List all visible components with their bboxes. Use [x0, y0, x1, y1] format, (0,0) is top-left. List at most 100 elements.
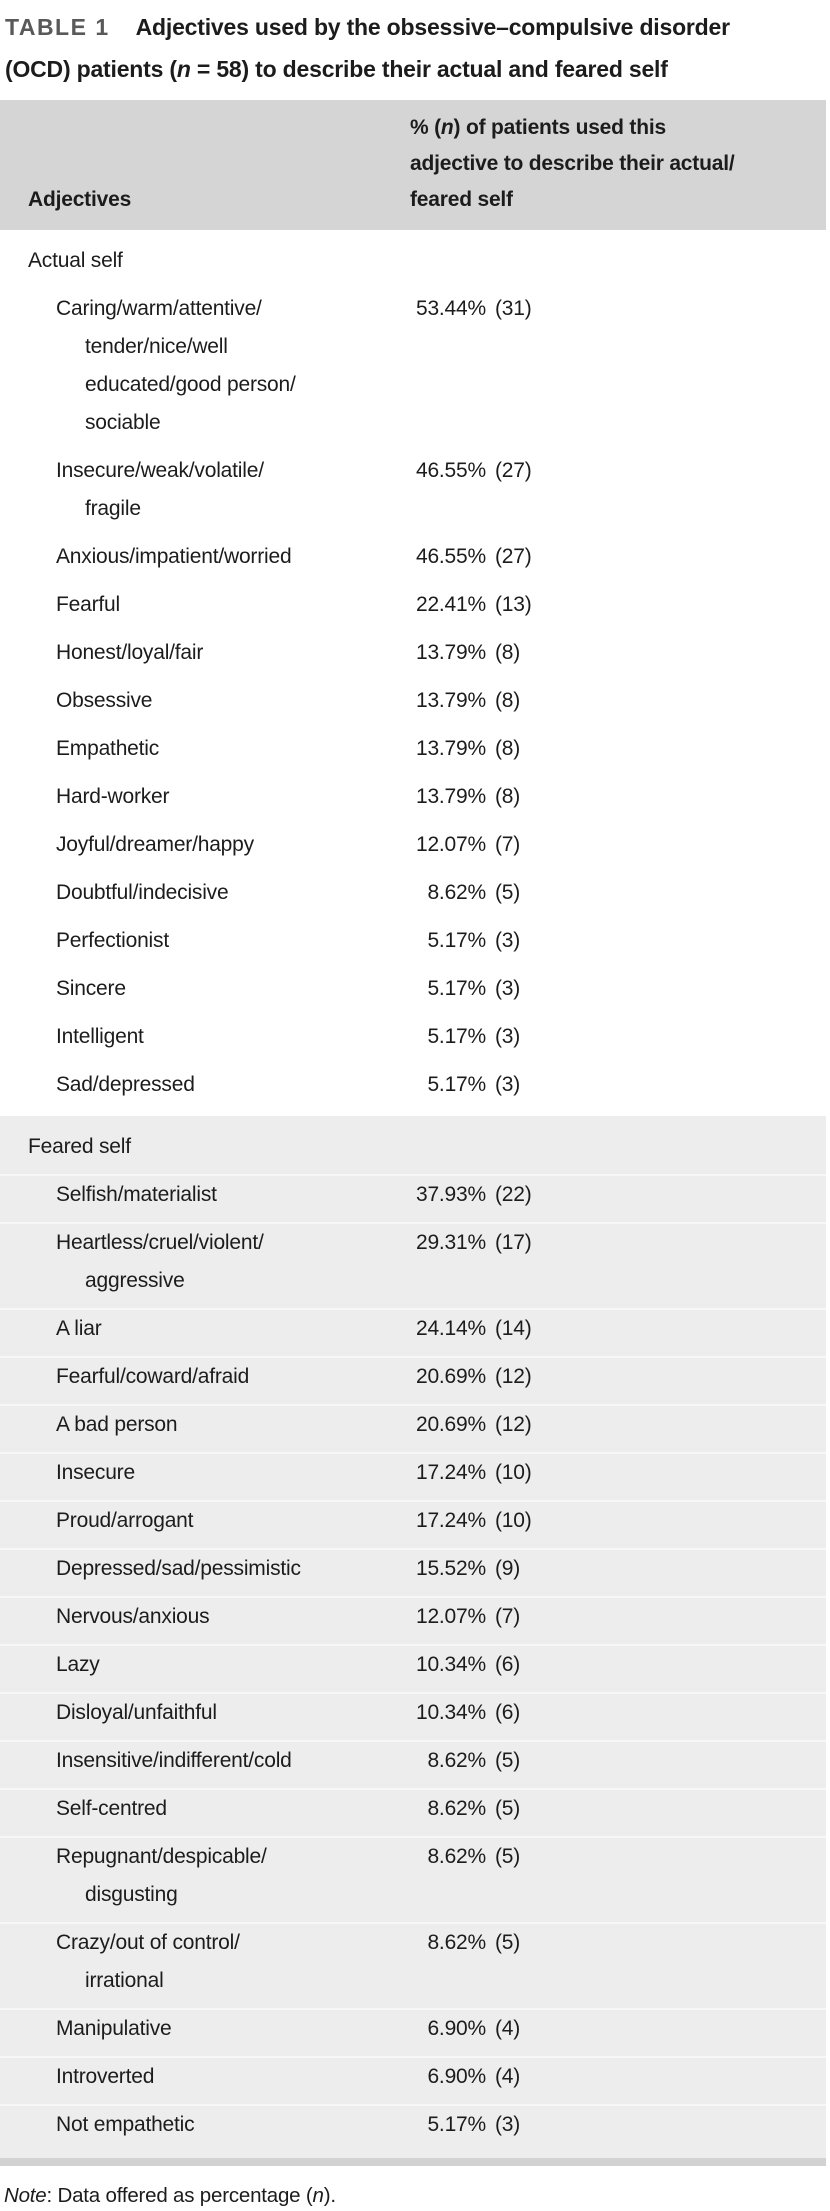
row-count: (3) — [495, 1025, 521, 1048]
table-row: Not empathetic 5.17% (3) — [0, 2104, 826, 2144]
row-label-line: Disloyal/unfaithful — [56, 1701, 217, 1724]
row-percent: 13.79% — [415, 689, 486, 712]
row-label-line: Repugnant/despicable/ — [56, 1845, 267, 1868]
row-label-line: educated/good person/ — [85, 373, 296, 396]
table-row: Fearful/coward/afraid 20.69% (12) — [0, 1356, 826, 1396]
row-percent: 12.07% — [415, 1605, 486, 1628]
row-label-line: A liar — [56, 1317, 102, 1340]
row-label-line: Insecure/weak/volatile/ — [56, 459, 264, 482]
row-label-line: Sad/depressed — [56, 1073, 195, 1096]
row-label: Self-centred — [56, 1790, 410, 1828]
table-row: Honest/loyal/fair 13.79% (8) — [0, 634, 826, 672]
row-label-line: Nervous/anxious — [56, 1605, 210, 1628]
row-label-line: Obsessive — [56, 689, 153, 712]
row-count: (3) — [495, 1073, 521, 1096]
row-percent: 22.41% — [415, 593, 486, 616]
header-percent-line2: adjective to describe their actual/ — [410, 152, 735, 175]
row-value: 10.34% (6) — [410, 1694, 826, 1732]
row-percent: 10.34% — [415, 1653, 486, 1676]
row-label-line: Fearful — [56, 593, 120, 616]
table-caption-n-italic: n — [176, 56, 191, 82]
row-value: 20.69% (12) — [410, 1406, 826, 1444]
header-percent: % (n) of patients used this adjective to… — [410, 110, 820, 218]
row-label: Nervous/anxious — [56, 1598, 410, 1636]
row-count: (6) — [495, 1701, 521, 1724]
row-label-line: Perfectionist — [56, 929, 169, 952]
row-label: Not empathetic — [56, 2106, 410, 2144]
table-row: Insecure/weak/volatile/fragile 46.55% (27) — [0, 452, 826, 528]
row-percent: 10.34% — [415, 1701, 486, 1724]
row-label-line: Anxious/impatient/worried — [56, 545, 292, 568]
row-label-line: Crazy/out of control/ — [56, 1931, 240, 1954]
row-count: (5) — [495, 881, 521, 904]
row-label: Insensitive/indifferent/cold — [56, 1742, 410, 1780]
row-label: Intelligent — [56, 1018, 410, 1056]
row-value: 6.90% (4) — [410, 2058, 826, 2096]
table-row: Crazy/out of control/irrational 8.62% (5) — [0, 1922, 826, 2000]
row-count: (7) — [495, 833, 521, 856]
row-count: (10) — [495, 1509, 532, 1532]
row-count: (14) — [495, 1317, 532, 1340]
table-row: Disloyal/unfaithful 10.34% (6) — [0, 1692, 826, 1732]
row-count: (4) — [495, 2065, 521, 2088]
row-label-line: Self-centred — [56, 1797, 167, 1820]
table-caption-line2: (OCD) patients (n = 58) to describe thei… — [5, 48, 824, 90]
row-label: Insecure — [56, 1454, 410, 1492]
row-value: 8.62% (5) — [410, 1924, 826, 2000]
row-percent: 6.90% — [427, 2017, 486, 2040]
row-label-line: Empathetic — [56, 737, 160, 760]
row-percent: 5.17% — [427, 1025, 486, 1048]
row-label: Honest/loyal/fair — [56, 634, 410, 672]
section-label: Feared self — [28, 1135, 131, 1158]
row-label-line: Insensitive/indifferent/cold — [56, 1749, 292, 1772]
row-percent: 8.62% — [427, 1749, 486, 1772]
row-value: 8.62% (5) — [410, 1838, 826, 1914]
table-row: Hard-worker 13.79% (8) — [0, 778, 826, 816]
row-percent: 5.17% — [427, 1073, 486, 1096]
row-count: (7) — [495, 1605, 521, 1628]
table-row: A liar 24.14% (14) — [0, 1308, 826, 1348]
row-value: 24.14% (14) — [410, 1310, 826, 1348]
row-label-line: Introverted — [56, 2065, 155, 2088]
table-row: A bad person 20.69% (12) — [0, 1404, 826, 1444]
row-label: Hard-worker — [56, 778, 410, 816]
note-label: Note — [4, 2184, 47, 2207]
table-caption-text-line1: Adjectives used by the obsessive–compuls… — [135, 14, 730, 40]
table-row: Repugnant/despicable/disgusting 8.62% (5) — [0, 1836, 826, 1914]
row-percent: 8.62% — [427, 1845, 486, 1868]
row-percent: 6.90% — [427, 2065, 486, 2088]
row-label: Sincere — [56, 970, 410, 1008]
table-bottom-rule — [0, 2158, 826, 2166]
row-value: 29.31% (17) — [410, 1224, 826, 1300]
row-percent: 24.14% — [415, 1317, 486, 1340]
row-percent: 46.55% — [415, 459, 486, 482]
row-label: Heartless/cruel/violent/aggressive — [56, 1224, 410, 1300]
row-label-line: Depressed/sad/pessimistic — [56, 1557, 301, 1580]
table-row: Introverted 6.90% (4) — [0, 2056, 826, 2096]
table-row: Anxious/impatient/worried 46.55% (27) — [0, 538, 826, 576]
row-value: 15.52% (9) — [410, 1550, 826, 1588]
row-label-line: Hard-worker — [56, 785, 170, 808]
row-value: 8.62% (5) — [410, 1790, 826, 1828]
table-body: Actual self Caring/warm/attentive/tender/… — [0, 230, 826, 2158]
row-label-line: Intelligent — [56, 1025, 144, 1048]
table-row: Fearful 22.41% (13) — [0, 586, 826, 624]
section-feared-self: Feared self Selfish/materialist 37.93% (22)… — [0, 1116, 826, 2158]
table-row: Intelligent 5.17% (3) — [0, 1018, 826, 1056]
row-count: (6) — [495, 1653, 521, 1676]
row-label-line: sociable — [85, 411, 161, 434]
table-row: Doubtful/indecisive 8.62% (5) — [0, 874, 826, 912]
row-label: Introverted — [56, 2058, 410, 2096]
row-value: 12.07% (7) — [410, 826, 826, 864]
row-percent: 8.62% — [427, 881, 486, 904]
table-row: Perfectionist 5.17% (3) — [0, 922, 826, 960]
row-value: 37.93% (22) — [410, 1176, 826, 1214]
row-label: Disloyal/unfaithful — [56, 1694, 410, 1732]
row-label: Depressed/sad/pessimistic — [56, 1550, 410, 1588]
section-label: Actual self — [28, 249, 123, 272]
row-percent: 17.24% — [415, 1461, 486, 1484]
row-value: 13.79% (8) — [410, 682, 826, 720]
row-label-line: tender/nice/well — [85, 335, 228, 358]
row-count: (3) — [495, 929, 521, 952]
row-percent: 53.44% — [415, 297, 486, 320]
